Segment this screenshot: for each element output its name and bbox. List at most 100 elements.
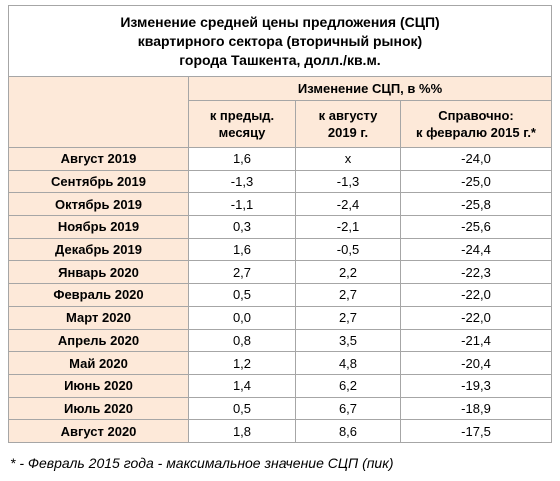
value-cell: -25,0 — [400, 169, 552, 194]
value-cell: 0,5 — [188, 283, 296, 307]
value-cell: -22,0 — [400, 283, 552, 307]
value-cell: х — [295, 147, 401, 171]
group-header: Изменение СЦП, в %% — [188, 76, 552, 101]
value-text: 1,6 — [232, 151, 252, 167]
value-text: -22,0 — [461, 287, 491, 303]
row-label: Апрель 2020 — [8, 328, 189, 353]
row-label-text: Декабрь 2019 — [55, 242, 142, 258]
value-text: -22,0 — [461, 310, 491, 326]
row-label: Март 2020 — [8, 305, 189, 330]
value-text: -21,4 — [461, 332, 491, 348]
value-cell: 4,8 — [295, 351, 401, 375]
value-cell: 0,5 — [188, 396, 296, 421]
value-text: -2,4 — [336, 196, 360, 212]
value-cell: -2,4 — [295, 192, 401, 217]
column-header: к августу 2019 г. — [295, 100, 401, 148]
row-label: Август 2020 — [8, 419, 189, 443]
header-corner — [8, 76, 189, 148]
column-header-line: к августу — [318, 108, 378, 123]
value-text: 6,2 — [338, 378, 358, 394]
row-label-text: Март 2020 — [66, 310, 131, 326]
row-label-text: Август 2019 — [60, 151, 137, 167]
value-text: 0,0 — [232, 310, 252, 326]
value-text: -19,3 — [461, 378, 491, 394]
value-cell: -21,4 — [400, 328, 552, 353]
row-label-text: Апрель 2020 — [57, 332, 140, 348]
value-cell: -2,1 — [295, 215, 401, 239]
column-header: Справочно: к февралю 2015 г.* — [400, 100, 552, 148]
value-cell: 1,6 — [188, 237, 296, 262]
row-label-text: Ноябрь 2019 — [57, 219, 140, 235]
value-cell: -1,1 — [188, 192, 296, 217]
value-cell: -1,3 — [188, 169, 296, 194]
title-box: Изменение средней цены предложения (СЦП)… — [8, 5, 552, 77]
value-text: -18,9 — [461, 400, 491, 416]
row-label-text: Январь 2020 — [58, 264, 139, 280]
value-cell: -17,5 — [400, 419, 552, 443]
value-cell: 8,6 — [295, 419, 401, 443]
row-label-text: Сентябрь 2019 — [51, 174, 146, 190]
value-cell: 0,8 — [188, 328, 296, 353]
value-text: 2,7 — [232, 264, 252, 280]
value-cell: -25,6 — [400, 215, 552, 239]
column-header-line: к предыд. — [209, 108, 275, 123]
value-text: 2,7 — [338, 287, 358, 303]
value-cell: -0,5 — [295, 237, 401, 262]
column-header-line: месяцу — [218, 125, 266, 140]
title-line: Изменение средней цены предложения (СЦП) — [120, 13, 440, 30]
row-label: Ноябрь 2019 — [8, 215, 189, 239]
value-cell: 2,2 — [295, 260, 401, 285]
value-cell: 6,2 — [295, 373, 401, 398]
row-label: Июль 2020 — [8, 396, 189, 421]
value-text: -25,0 — [461, 174, 491, 190]
row-label: Декабрь 2019 — [8, 237, 189, 262]
value-cell: -24,4 — [400, 237, 552, 262]
column-header: к предыд. месяцу — [188, 100, 296, 148]
row-label: Июнь 2020 — [8, 373, 189, 398]
value-text: 0,3 — [232, 219, 252, 235]
value-cell: 1,8 — [188, 419, 296, 443]
value-text: -20,4 — [461, 355, 491, 371]
value-cell: -22,0 — [400, 305, 552, 330]
value-cell: 1,2 — [188, 351, 296, 375]
value-cell: -24,0 — [400, 147, 552, 171]
value-cell: 0,0 — [188, 305, 296, 330]
value-text: 0,5 — [232, 287, 252, 303]
value-text: 1,4 — [232, 378, 252, 394]
value-text: х — [344, 151, 352, 167]
value-cell: 2,7 — [295, 283, 401, 307]
value-cell: -20,4 — [400, 351, 552, 375]
value-text: 1,6 — [232, 242, 252, 258]
value-text: -22,3 — [461, 264, 491, 280]
value-text: -2,1 — [336, 219, 360, 235]
column-header-line: Справочно: — [438, 108, 514, 123]
value-cell: 3,5 — [295, 328, 401, 353]
value-cell: 2,7 — [295, 305, 401, 330]
value-text: -24,4 — [461, 242, 491, 258]
value-cell: -18,9 — [400, 396, 552, 421]
value-text: 2,7 — [338, 310, 358, 326]
value-text: -1,3 — [230, 174, 254, 190]
row-label: Январь 2020 — [8, 260, 189, 285]
column-header-line: 2019 г. — [327, 125, 369, 140]
value-text: -0,5 — [336, 242, 360, 258]
value-cell: 1,4 — [188, 373, 296, 398]
value-text: -25,6 — [461, 219, 491, 235]
group-header-text: Изменение СЦП, в %% — [297, 81, 443, 96]
title-line: города Ташкента, долл./кв.м. — [179, 51, 381, 68]
value-text: -24,0 — [461, 151, 491, 167]
row-label-text: Июль 2020 — [64, 400, 133, 416]
footnote: * - Февраль 2015 года - максимальное зна… — [10, 455, 394, 471]
row-label-text: Июнь 2020 — [64, 378, 133, 394]
value-cell: -22,3 — [400, 260, 552, 285]
value-text: -1,3 — [336, 174, 360, 190]
value-cell: -19,3 — [400, 373, 552, 398]
row-label-text: Февраль 2020 — [53, 287, 144, 303]
value-text: 1,8 — [232, 423, 252, 439]
value-text: 2,2 — [338, 264, 358, 280]
value-cell: 0,3 — [188, 215, 296, 239]
value-text: 1,2 — [232, 355, 252, 371]
value-cell: -25,8 — [400, 192, 552, 217]
row-label-text: Май 2020 — [69, 355, 128, 371]
row-label-text: Август 2020 — [60, 423, 137, 439]
